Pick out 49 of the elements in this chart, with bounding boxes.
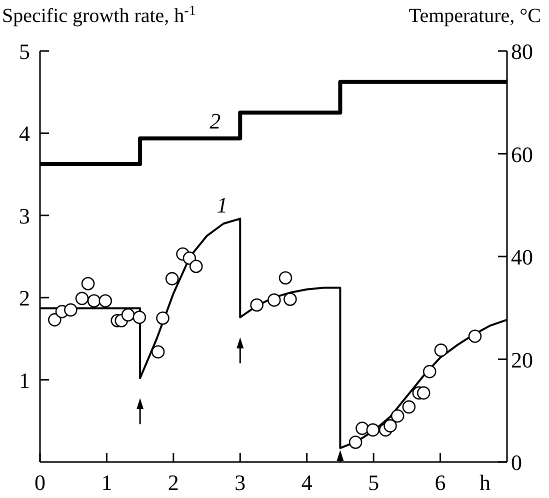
point — [250, 298, 264, 312]
point — [189, 260, 203, 274]
point — [182, 251, 196, 265]
series-label: 1 — [216, 192, 228, 218]
x-tick-label: 3 — [234, 470, 246, 495]
y-tick-label: 3 — [19, 203, 30, 228]
y-tick-label: 4 — [19, 121, 30, 146]
point — [468, 330, 482, 343]
point — [75, 292, 89, 306]
y2-tick-label: 0 — [511, 450, 522, 475]
point — [64, 303, 78, 317]
point — [48, 313, 62, 326]
point — [284, 292, 297, 306]
x-tick-label: 6 — [434, 470, 446, 495]
point — [434, 344, 448, 357]
point — [348, 436, 362, 449]
point — [98, 294, 112, 308]
point — [165, 272, 179, 286]
point — [268, 293, 281, 307]
point — [81, 276, 95, 290]
series-label: 2 — [210, 108, 221, 134]
y2-tick-label: 80 — [511, 39, 533, 64]
y-tick-label: 2 — [19, 286, 30, 311]
y2-axis-title: Temperature, °C — [408, 5, 541, 27]
x-tick-label: 5 — [368, 470, 380, 495]
point — [416, 386, 430, 400]
point — [278, 271, 292, 285]
y2-tick-label: 60 — [511, 142, 533, 167]
x-tick-label: 0 — [34, 470, 46, 495]
y-axis-title: Specific growth rate, h$^{-1}$ — [2, 4, 196, 27]
x-axis-title: h — [480, 470, 490, 495]
point — [390, 409, 404, 423]
y2-tick-label: 20 — [511, 347, 533, 372]
x-tick-label: 4 — [301, 470, 312, 495]
point — [121, 308, 135, 322]
point — [356, 422, 369, 435]
x-tick-label: 1 — [101, 470, 112, 495]
point — [422, 364, 436, 378]
point — [384, 419, 397, 432]
y2-tick-label: 40 — [511, 244, 533, 270]
x-tick-label: 2 — [168, 470, 179, 495]
point — [151, 345, 165, 358]
point — [132, 310, 146, 324]
point — [87, 294, 101, 308]
y-tick-label: 5 — [19, 39, 30, 64]
point — [156, 312, 170, 325]
y-tick-label: 1 — [19, 368, 30, 393]
point — [366, 423, 380, 437]
point — [402, 400, 416, 414]
